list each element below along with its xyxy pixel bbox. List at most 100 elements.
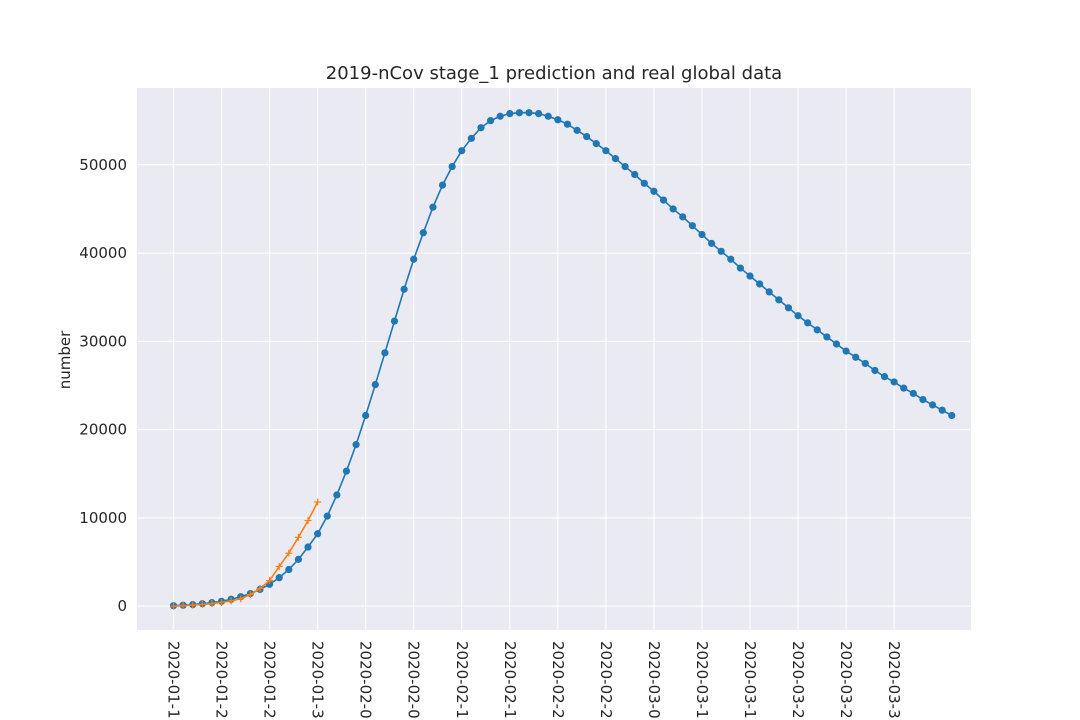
x-tick-label: 2020-02-2: [549, 641, 567, 719]
prediction-point: [467, 134, 475, 142]
prediction-point: [852, 353, 860, 361]
prediction-point: [659, 196, 668, 204]
real-point: [170, 602, 178, 610]
real-point: [189, 601, 197, 609]
x-tick-label: 2020-02-2: [597, 641, 615, 719]
real-point: [179, 602, 187, 610]
y-axis-label: number: [56, 330, 74, 389]
series-real: [170, 498, 322, 610]
real-point: [266, 577, 274, 585]
prediction-point: [371, 380, 379, 389]
x-tick-label: 2020-01-1: [165, 641, 183, 719]
prediction-point: [333, 491, 341, 499]
prediction-point: [458, 147, 466, 155]
prediction-point: [419, 229, 427, 237]
prediction-point: [756, 280, 764, 288]
prediction-point: [669, 205, 677, 213]
y-tick-label: 50000: [79, 156, 127, 174]
x-tick-label: 2020-02-0: [357, 641, 375, 719]
prediction-point: [496, 112, 504, 120]
prediction-point: [563, 120, 572, 128]
chart-title: 2019-nCov stage_1 prediction and real gl…: [326, 63, 782, 84]
prediction-point: [362, 411, 370, 420]
prediction-point: [650, 187, 658, 195]
prediction-point: [429, 203, 437, 211]
prediction-point: [938, 406, 946, 414]
prediction-point: [727, 255, 735, 263]
prediction-point: [928, 401, 937, 409]
prediction-point: [525, 109, 533, 117]
prediction-point: [813, 326, 821, 334]
prediction-point: [554, 116, 562, 124]
prediction-point: [390, 317, 399, 325]
prediction-line: [173, 111, 953, 607]
real-line: [173, 501, 319, 607]
prediction-point: [535, 109, 543, 118]
prediction-point: [890, 378, 898, 386]
prediction-point: [438, 181, 447, 189]
real-point: [304, 517, 312, 525]
prediction-point: [640, 179, 648, 187]
y-tick-label: 40000: [79, 244, 127, 262]
prediction-point: [919, 396, 927, 404]
prediction-point: [717, 247, 725, 255]
prediction-point: [342, 467, 351, 475]
prediction-point: [477, 124, 485, 132]
prediction-point: [746, 272, 754, 280]
x-tick-label: 2020-03-2: [837, 641, 855, 719]
prediction-point: [679, 213, 687, 221]
prediction-point: [544, 112, 552, 120]
real-point: [314, 498, 322, 506]
x-tick-label: 2020-03-1: [693, 641, 711, 719]
y-tick-label: 10000: [79, 509, 127, 527]
prediction-point: [880, 373, 889, 381]
x-tick-label: 2020-02-1: [501, 641, 519, 719]
x-tick-label: 2020-01-3: [309, 641, 327, 719]
prediction-point: [410, 255, 418, 263]
prediction-point: [352, 441, 360, 449]
prediction-point: [381, 349, 389, 357]
prediction-point: [832, 340, 841, 348]
real-point: [275, 562, 283, 570]
prediction-point: [573, 126, 581, 134]
prediction-point: [486, 117, 495, 125]
prediction-point: [285, 565, 293, 574]
prediction-point: [304, 543, 312, 551]
x-tick-label: 2020-02-1: [453, 641, 471, 719]
x-tick-label: 2020-03-3: [885, 641, 903, 719]
x-tick-label: 2020-03-1: [741, 641, 759, 719]
prediction-point: [909, 389, 917, 398]
grid-lines: [137, 88, 971, 630]
prediction-point: [871, 366, 879, 375]
prediction-point: [736, 264, 745, 272]
real-point: [218, 598, 226, 606]
prediction-point: [400, 285, 408, 293]
prediction-point: [515, 109, 524, 117]
prediction-point: [323, 512, 331, 520]
real-point: [294, 533, 302, 541]
prediction-point: [275, 574, 283, 582]
prediction-point: [707, 239, 716, 247]
y-axis-ticks: 0 10000 20000 30000 40000 50000: [79, 156, 127, 615]
x-tick-label: 2020-03-0: [645, 641, 663, 719]
real-point: [285, 549, 293, 557]
x-tick-label: 2020-01-2: [261, 641, 279, 719]
prediction-point: [861, 359, 869, 368]
prediction-point: [948, 411, 956, 420]
prediction-point: [842, 347, 850, 355]
y-tick-label: 20000: [79, 421, 127, 439]
prediction-point: [294, 555, 303, 563]
prediction-point: [583, 132, 591, 141]
real-point: [198, 600, 206, 608]
x-tick-label: 2020-03-2: [789, 641, 807, 719]
prediction-point: [631, 170, 639, 179]
prediction-point: [506, 109, 514, 118]
real-point: [246, 591, 254, 599]
data-series: [169, 109, 956, 610]
prediction-point: [794, 312, 802, 320]
x-axis-ticks: 2020-01-1 2020-01-2 2020-01-2 2020-01-3 2020…: [165, 641, 904, 719]
y-tick-label: 30000: [79, 332, 127, 350]
prediction-point: [611, 155, 620, 163]
prediction-point: [602, 147, 610, 155]
